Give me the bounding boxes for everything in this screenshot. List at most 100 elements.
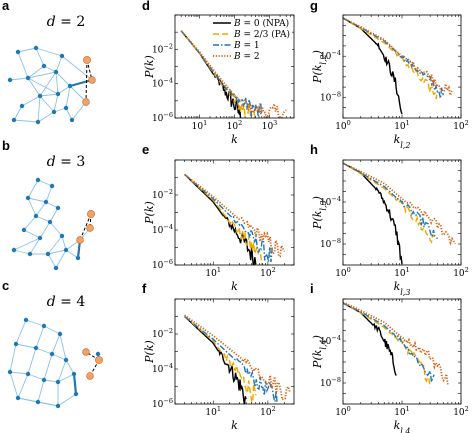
ytick-label-f-2: 10−2 — [152, 327, 173, 340]
panel-label-c: c — [2, 278, 9, 293]
ytick-label-d-0: 10−6 — [152, 111, 173, 124]
network-node — [55, 379, 61, 385]
network-node — [25, 75, 31, 81]
network-node — [82, 98, 90, 106]
network-node — [37, 93, 43, 99]
ytick-label-i-1: 10−4 — [320, 334, 341, 347]
ytick-label-g-1: 10−4 — [320, 49, 341, 62]
series-e-4 — [184, 173, 286, 258]
xtick-label-h-2: 102 — [453, 266, 469, 279]
network-node — [7, 369, 13, 375]
series-g-1 — [343, 17, 403, 115]
panel-label-b: b — [2, 138, 10, 153]
network-node — [19, 103, 25, 109]
series-h-1 — [343, 162, 403, 265]
network-node — [59, 233, 65, 239]
series-i-4 — [343, 301, 449, 386]
ylabel-f: P(k) — [143, 340, 156, 364]
axes-box-g — [342, 14, 462, 119]
network-node — [76, 236, 84, 244]
series-group-d — [180, 30, 287, 118]
series-h-3 — [343, 162, 439, 240]
network-node — [73, 391, 79, 397]
network-node — [15, 395, 21, 401]
network-node — [49, 351, 55, 357]
xtick-label-i-1: 101 — [394, 405, 410, 418]
ylabel-d: P(k) — [143, 55, 156, 79]
ytick-label-f-1: 10−4 — [152, 362, 173, 375]
xlabel-h: kl,3 — [394, 280, 411, 297]
xtick-label-i-2: 102 — [453, 405, 469, 418]
series-h-4 — [343, 162, 457, 246]
legend-entry-1: B = 0 (NPA) — [233, 18, 289, 29]
network-node — [45, 251, 51, 257]
panel-label-a: a — [2, 0, 10, 13]
network-title-a: d = 2 — [47, 14, 86, 30]
xtick-label-h-1: 101 — [394, 266, 410, 279]
xtick-label-f-0: 101 — [205, 405, 221, 418]
new-node — [95, 356, 103, 364]
legend: B = 0 (NPA)B = 2/3 (PA)B = 1B = 2 — [211, 18, 292, 65]
new-node — [87, 210, 95, 218]
ylabel-i: P(kl,4) — [311, 335, 328, 369]
series-group-f — [184, 314, 291, 404]
network-node — [23, 317, 29, 323]
panel-label-e: e — [142, 142, 149, 157]
series-group-e — [184, 173, 286, 265]
network-node — [82, 348, 90, 356]
network-node — [49, 183, 55, 189]
network-node — [53, 265, 59, 271]
network-node — [7, 77, 13, 83]
series-e-1 — [184, 173, 257, 265]
xlabel-f: k — [231, 419, 238, 432]
network-panel-c: c d = 4 — [2, 278, 103, 409]
network-node — [63, 247, 69, 253]
panel-label-i: i — [310, 281, 314, 296]
network-title-b: d = 3 — [47, 154, 86, 170]
network-node — [59, 53, 65, 59]
ylabel-h: P(kl,3) — [311, 196, 328, 230]
series-group-g — [343, 17, 453, 115]
xtick-label-g-0: 100 — [335, 119, 351, 132]
network-node — [35, 119, 41, 125]
series-i-2 — [343, 302, 431, 388]
series-g-2 — [343, 17, 439, 100]
xtick-label-i-0: 100 — [335, 405, 351, 418]
network-node — [35, 399, 41, 405]
network-panel-a: a d = 2 — [2, 0, 96, 125]
network-node — [55, 205, 61, 211]
network-node — [55, 91, 61, 97]
network-node — [33, 213, 39, 219]
highlight-edge — [69, 78, 93, 88]
xtick-label-f-1: 102 — [260, 405, 276, 418]
chart-panel-i: i 100 101 102 10−8 10−4 kl,4 P(kl,4) — [310, 281, 469, 433]
ytick-label-e-0: 10−6 — [152, 258, 173, 271]
xtick-label-g-1: 101 — [394, 119, 410, 132]
network-node — [71, 371, 77, 377]
network-node — [15, 49, 21, 55]
highlight-edge — [72, 373, 78, 395]
network-node — [51, 109, 57, 115]
network-node — [35, 177, 41, 183]
network-node — [57, 331, 63, 337]
network-node — [33, 345, 39, 351]
xlabel-d: k — [231, 133, 238, 146]
ytick-label-h-0: 10−8 — [320, 237, 341, 250]
legend-entry-2: B = 2/3 (PA) — [233, 29, 290, 40]
network-node — [11, 117, 17, 123]
xlabel-g: kl,2 — [394, 133, 411, 150]
network-illustrations: a d = 2 b d = 3 c d = 4 — [2, 0, 103, 409]
series-f-3 — [184, 315, 278, 404]
chart-panel-g: g 100 101 102 10−8 10−4 kl,2 P(kl,2) — [310, 0, 469, 150]
panel-label-g: g — [310, 0, 318, 13]
series-f-2 — [184, 315, 257, 404]
ytick-label-e-2: 10−2 — [152, 188, 173, 201]
network-node — [55, 403, 61, 409]
series-e-3 — [184, 173, 273, 262]
network-node — [95, 351, 101, 357]
series-h-2 — [343, 162, 435, 244]
network-title-c: d = 4 — [47, 294, 86, 310]
network-node — [53, 69, 59, 75]
axes-box-h — [342, 159, 462, 266]
